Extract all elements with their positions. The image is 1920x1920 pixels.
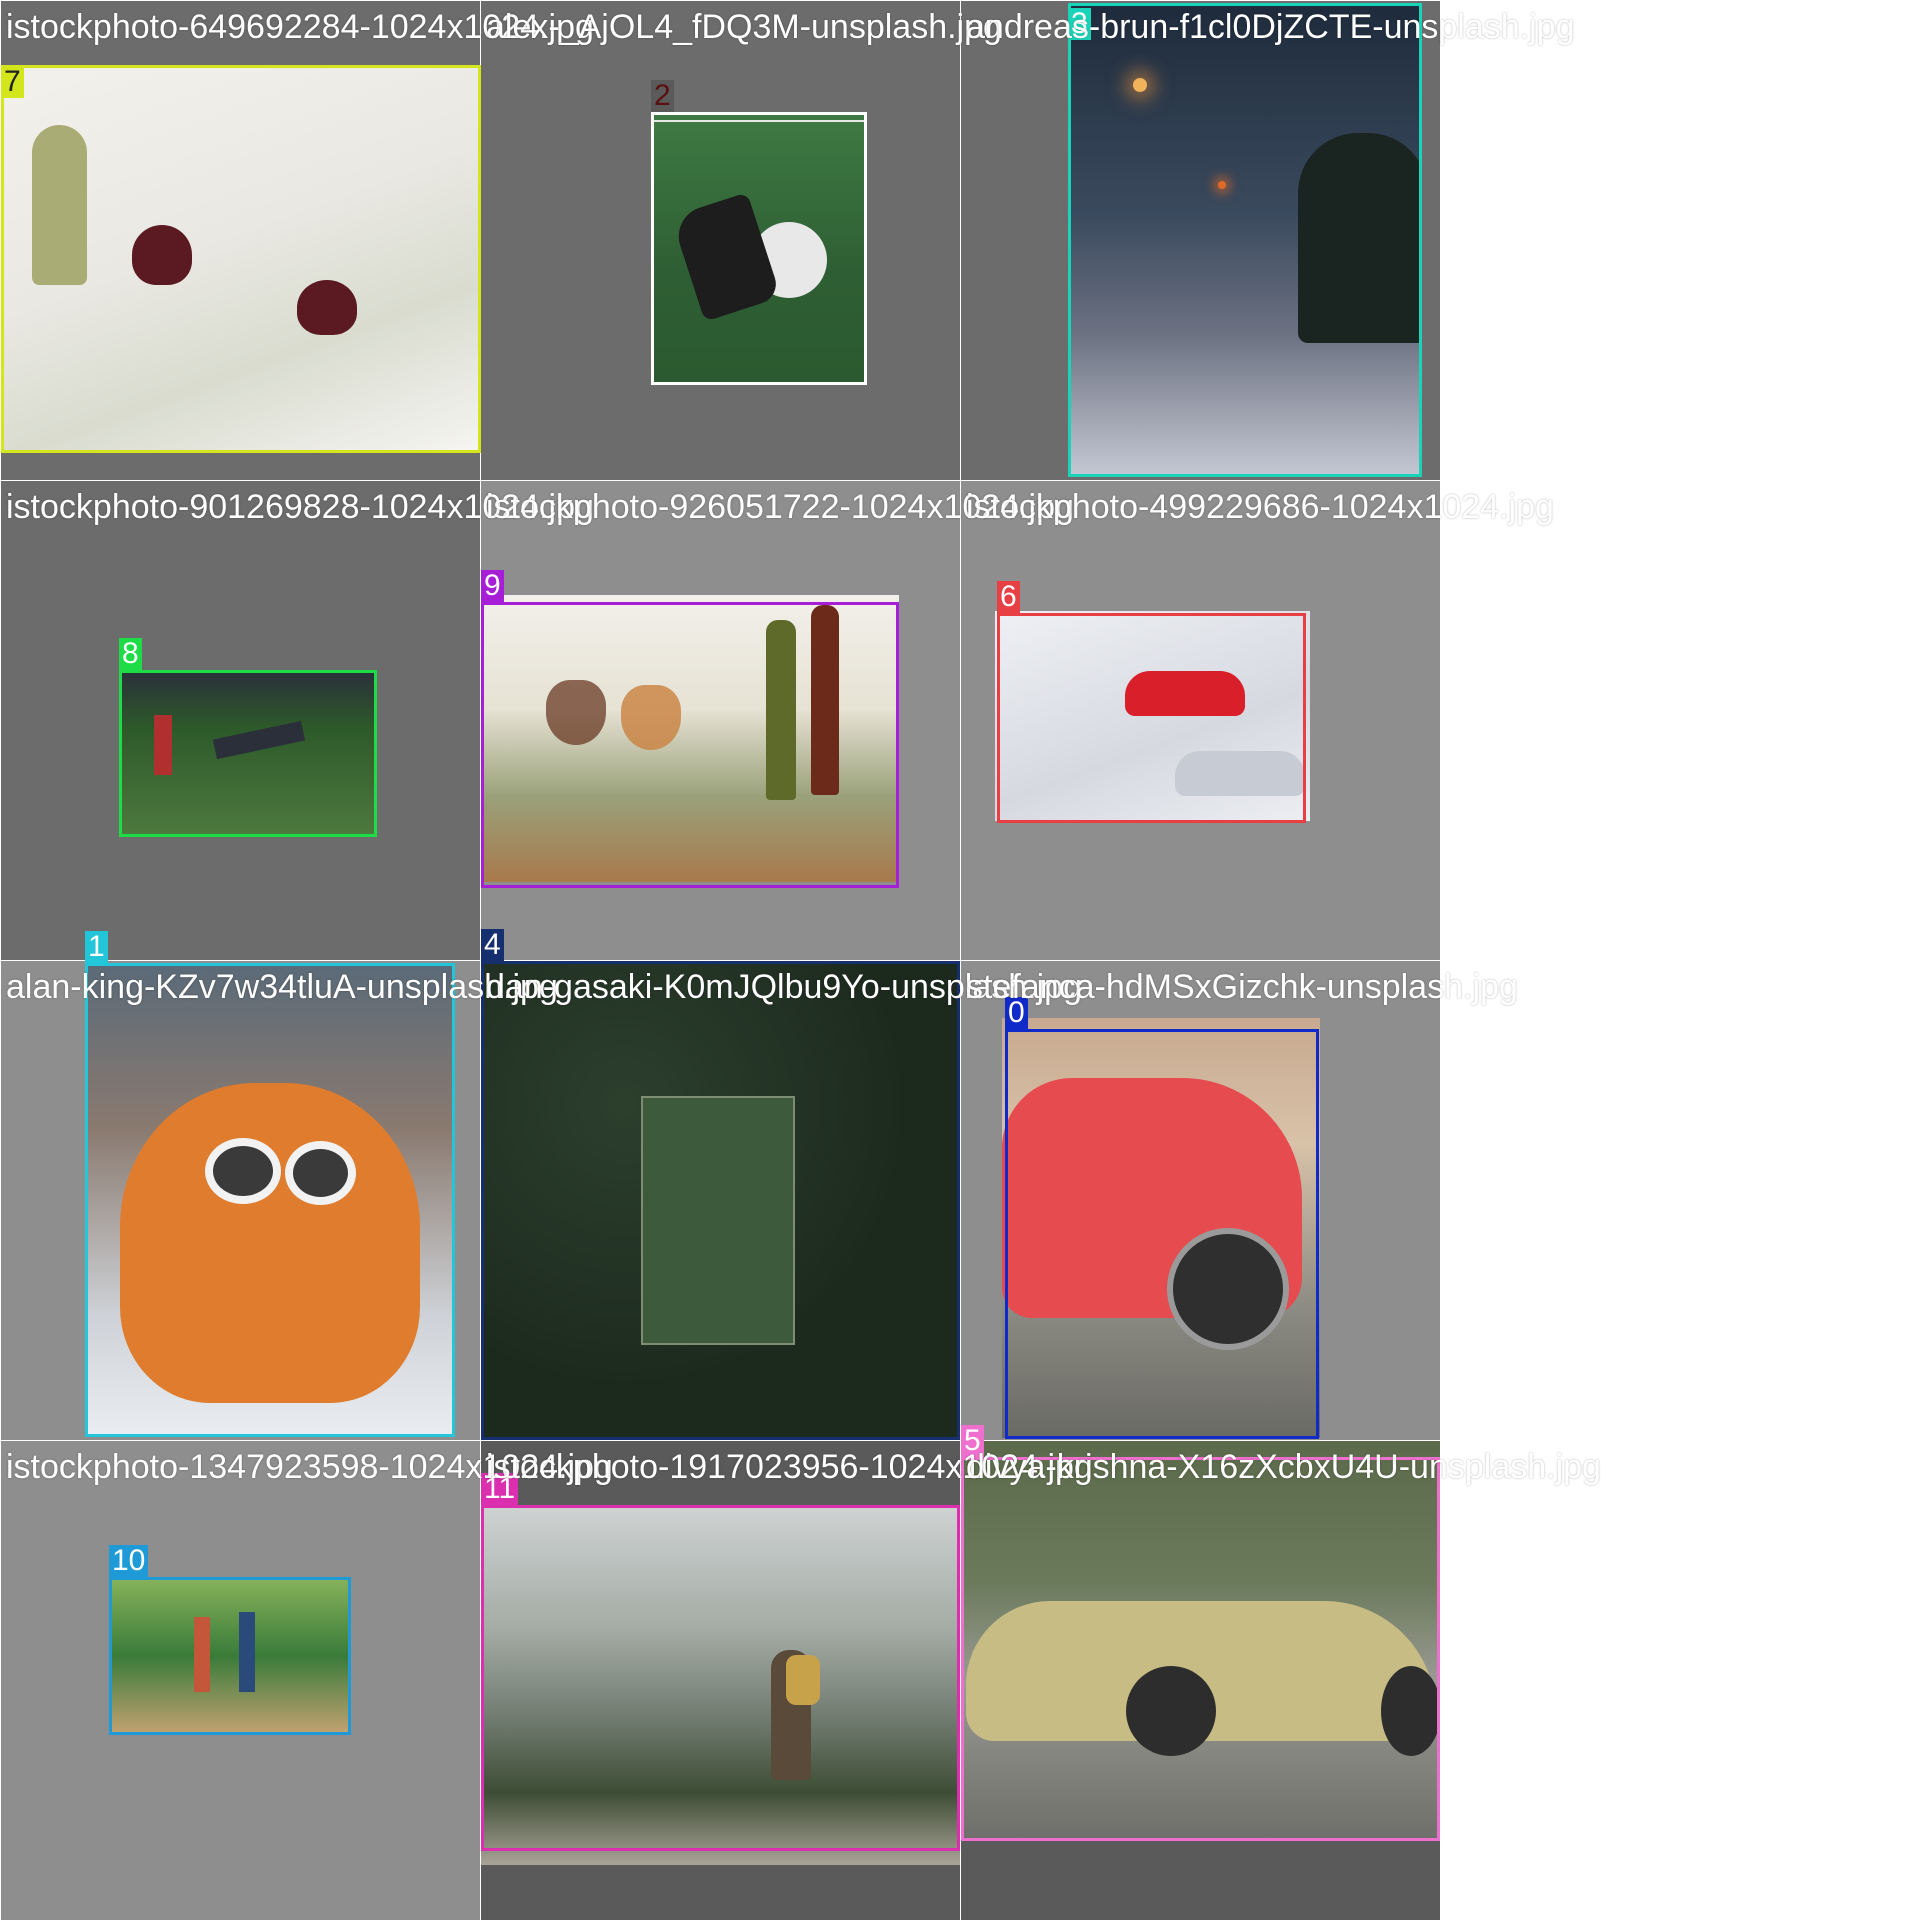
- thumbnail-image: [481, 595, 899, 882]
- streetlight-glow: [1218, 181, 1226, 189]
- wheel-shape: [1167, 1228, 1289, 1350]
- tile-9: 10 istockphoto-1347923598-1024x1024.jpg: [1, 1441, 613, 1920]
- tile-3: 8 istockphoto-901269828-1024x1024.jpg: [1, 481, 594, 960]
- tree-silhouette: [1298, 133, 1422, 343]
- bottle-shape: [766, 620, 796, 800]
- tile-5: 6 istockphoto-499229686-1024x1024.jpg: [961, 481, 1554, 960]
- image-filename-label: istockphoto-499229686-1024x1024.jpg: [966, 488, 1554, 526]
- tile-1: 2 alex-_AjOL4_fDQ3M-unsplash.jpg: [481, 1, 1002, 480]
- thumbnail-image: [1068, 3, 1422, 477]
- tile-10: 11 istockphoto-1917023956-1024x1024.jpg: [481, 1441, 1093, 1920]
- thumbnail-image: [651, 112, 867, 385]
- streetlight-glow: [1133, 78, 1147, 92]
- person-shape: [239, 1612, 255, 1692]
- tile-0: 7 istockphoto-649692284-1024x1024.jpg: [1, 1, 594, 480]
- thumbnail-image: [1002, 1018, 1320, 1438]
- person-shape: [194, 1617, 210, 1692]
- player-shape: [212, 720, 306, 760]
- image-filename-label: andreas-brun-f1cl0DjZCTE-unsplash.jpg: [966, 8, 1575, 46]
- thumbnail-image: [995, 611, 1310, 821]
- wheel-shape: [1126, 1666, 1216, 1756]
- sunglasses-shape: [205, 1138, 281, 1204]
- field-line-shape: [651, 120, 867, 122]
- image-filename-label: stefanca-hdMSxGizchk-unsplash.jpg: [966, 968, 1518, 1006]
- dog-shape: [120, 1083, 420, 1403]
- thumbnail-image: [85, 963, 455, 1437]
- shoe-shape: [670, 192, 782, 322]
- car-shape: [1175, 751, 1305, 796]
- bottle-shape: [811, 605, 839, 795]
- tile-2: 3 andreas-brun-f1cl0DjZCTE-unsplash.jpg: [961, 1, 1575, 480]
- tile-11: 5 divya-krishna-X16zXcbxU4U-unsplash.jpg: [961, 1425, 1601, 1920]
- thumbnail-image: [961, 1441, 1440, 1841]
- tile-4: 9 istockphoto-926051722-1024x1024.jpg: [481, 481, 1074, 960]
- thumbnail-image: [109, 1577, 351, 1735]
- backpack-shape: [786, 1655, 820, 1705]
- tile-7: 4 dan-gasaki-K0mJQlbu9Yo-unsplash.jpg: [481, 929, 1082, 1440]
- image-filename-label: istockphoto-901269828-1024x1024.jpg: [6, 488, 594, 526]
- thumbnail-image: [2, 65, 482, 453]
- thumbnail-image: [119, 670, 377, 837]
- tile-6: 1 alan-king-KZv7w34tluA-unsplash.jpg: [1, 931, 558, 1440]
- image-filename-label: divya-krishna-X16zXcbxU4U-unsplash.jpg: [966, 1448, 1601, 1486]
- vase-shape: [32, 125, 87, 285]
- image-filename-label: alan-king-KZv7w34tluA-unsplash.jpg: [6, 968, 558, 1006]
- wine-glass-shape: [297, 280, 357, 335]
- player-shape: [154, 715, 172, 775]
- thumbnail-image: [481, 1505, 960, 1865]
- wine-glass-shape: [546, 680, 606, 745]
- image-filename-label: dan-gasaki-K0mJQlbu9Yo-unsplash.jpg: [486, 968, 1082, 1006]
- sunglasses-shape: [285, 1141, 356, 1205]
- detection-mosaic: 7 istockphoto-649692284-1024x1024.jpg 2 …: [1, 1, 1601, 1920]
- thumbnail-image: [481, 961, 960, 1440]
- tile-8: 0 stefanca-hdMSxGizchk-unsplash.jpg: [961, 961, 1518, 1440]
- image-filename-label: istockphoto-1917023956-1024x1024.jpg: [486, 1448, 1093, 1486]
- wine-glass-shape: [621, 685, 681, 750]
- wheel-shape: [1381, 1666, 1440, 1756]
- image-filename-label: istockphoto-926051722-1024x1024.jpg: [486, 488, 1074, 526]
- image-filename-label: alex-_AjOL4_fDQ3M-unsplash.jpg: [486, 8, 1002, 46]
- image-filename-label: istockphoto-649692284-1024x1024.jpg: [6, 8, 594, 46]
- wine-glass-shape: [132, 225, 192, 285]
- car-shape: [1125, 671, 1245, 716]
- soccer-field-shape: [641, 1096, 795, 1345]
